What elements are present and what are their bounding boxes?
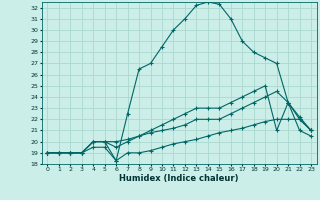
X-axis label: Humidex (Indice chaleur): Humidex (Indice chaleur) (119, 174, 239, 183)
